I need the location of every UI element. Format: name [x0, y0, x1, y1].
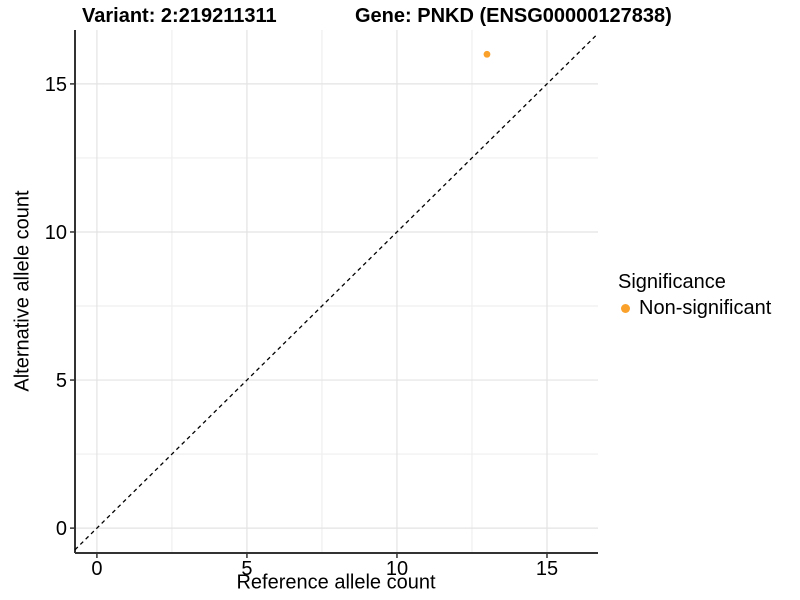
- identity-dashed-line: [74, 33, 599, 551]
- legend: Significance Non-significant: [618, 271, 771, 320]
- variant-title: Variant: 2:219211311: [82, 5, 277, 27]
- legend-title: Significance: [618, 271, 726, 293]
- legend-point-icon: [621, 304, 630, 313]
- x-axis-title: Reference allele count: [236, 571, 436, 594]
- x-tick-label: 15: [536, 558, 558, 580]
- y-tick-label: 0: [56, 518, 67, 540]
- y-tick-label: 5: [56, 370, 67, 392]
- x-tick-label: 0: [91, 558, 102, 580]
- legend-item: Non-significant: [618, 297, 771, 320]
- legend-item-label: Non-significant: [639, 297, 772, 319]
- y-tick-label: 15: [45, 74, 67, 96]
- y-axis-title: Alternative allele count: [11, 190, 34, 392]
- x-tick-label: 5: [241, 558, 252, 580]
- data-point: [483, 50, 491, 58]
- gene-title: Gene: PNKD (ENSG00000127838): [355, 5, 672, 27]
- y-tick-label: 10: [45, 222, 67, 244]
- x-tick-label: 10: [386, 558, 408, 580]
